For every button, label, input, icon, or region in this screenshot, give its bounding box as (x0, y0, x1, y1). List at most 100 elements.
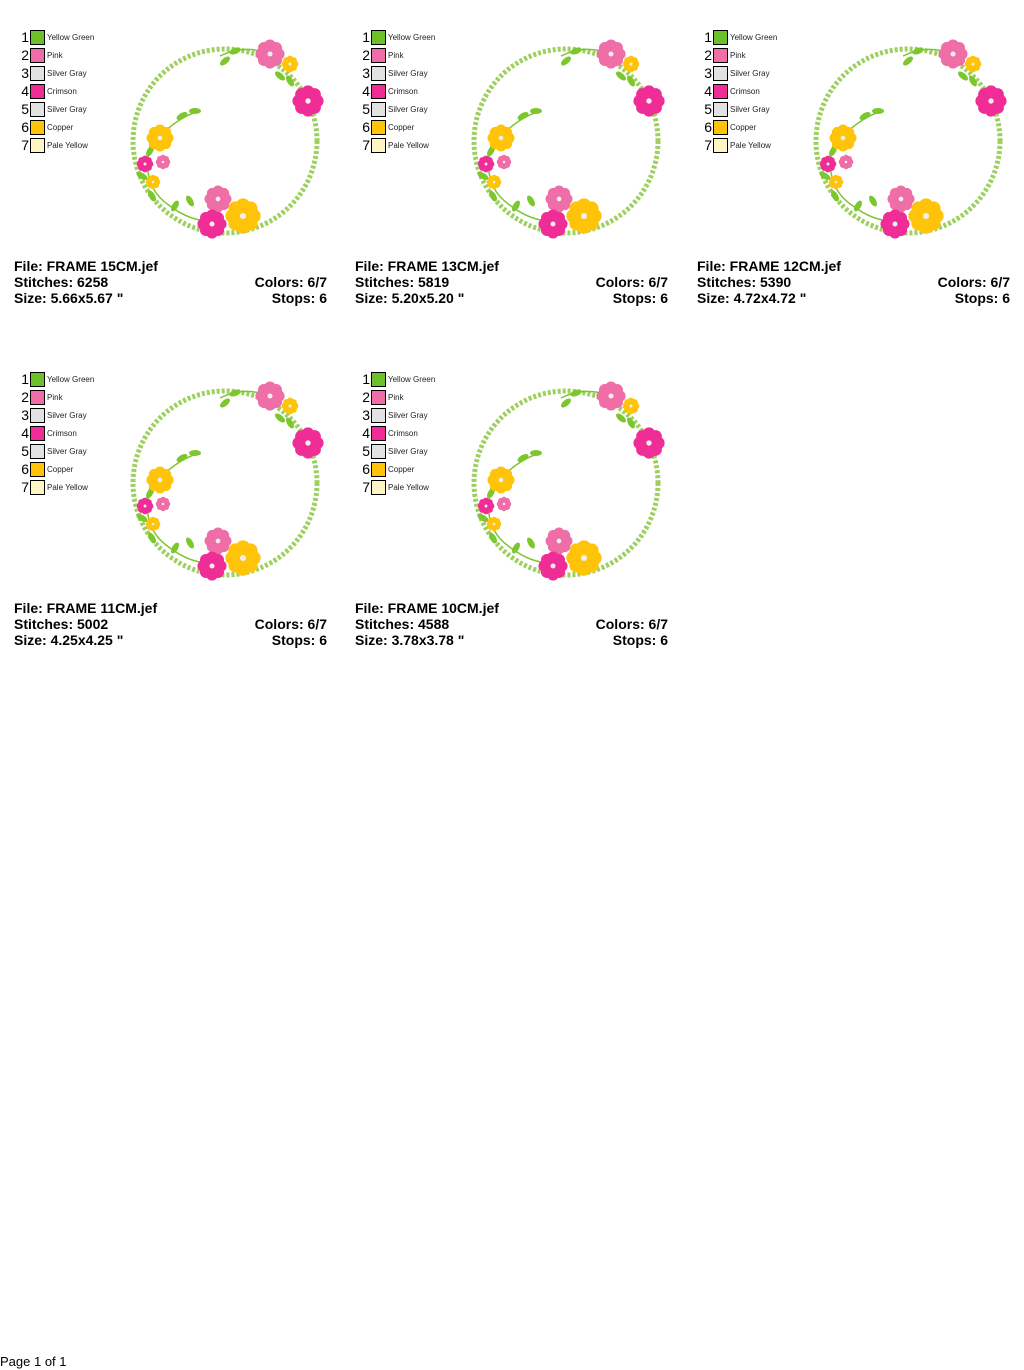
thread-number: 1 (362, 29, 370, 45)
legend-row: 7 Pale Yellow (361, 136, 435, 154)
leaf (229, 47, 241, 55)
flower (964, 55, 982, 73)
zigzag-frame (813, 46, 1003, 236)
flower (477, 155, 495, 173)
embroidery-preview (130, 39, 324, 239)
thread-number: 7 (362, 479, 370, 495)
flower (545, 185, 573, 213)
color-swatch (371, 425, 386, 441)
flower (204, 527, 232, 555)
flower (204, 185, 232, 213)
flower (486, 174, 502, 190)
color-swatch (371, 371, 386, 387)
color-swatch (713, 83, 728, 99)
leaf (176, 112, 188, 120)
flower (281, 55, 299, 73)
color-swatch (371, 479, 386, 495)
thread-number: 2 (362, 47, 370, 63)
flower (633, 85, 665, 117)
legend-row: 2 Pink (20, 46, 94, 64)
leaf (530, 108, 542, 114)
thread-number: 2 (704, 47, 712, 63)
thread-name: Crimson (388, 428, 418, 438)
flower (197, 209, 227, 239)
zigzag-frame (471, 46, 661, 236)
colors-count: Colors: 6/7 (254, 274, 327, 290)
legend-row: 4 Crimson (361, 424, 435, 442)
embroidery-preview (471, 381, 665, 581)
thread-name: Crimson (730, 86, 760, 96)
thread-name: Copper (730, 122, 757, 132)
legend-row: 7 Pale Yellow (20, 136, 94, 154)
thread-number: 5 (21, 101, 29, 117)
color-swatch (713, 101, 728, 117)
leaf (186, 195, 194, 207)
flower (292, 427, 324, 459)
flower (633, 427, 665, 459)
flower (197, 551, 227, 581)
thread-number: 3 (21, 65, 29, 81)
thread-number: 7 (21, 137, 29, 153)
leaf (189, 450, 201, 456)
thread-name: Pink (47, 50, 63, 60)
thread-name: Pink (47, 392, 63, 402)
stops-count: Stops: 6 (612, 632, 668, 648)
embroidery-preview (813, 39, 1007, 239)
thread-name: Pale Yellow (730, 140, 771, 150)
leaf (275, 413, 285, 423)
thread-name: Copper (47, 122, 74, 132)
flower (975, 85, 1007, 117)
stops-count: Stops: 6 (271, 632, 327, 648)
legend-row: 7 Pale Yellow (361, 478, 435, 496)
stops-count: Stops: 6 (954, 290, 1010, 306)
leaf (570, 389, 582, 397)
color-swatch (30, 407, 45, 423)
flower (136, 155, 154, 173)
leaf (171, 542, 179, 554)
file-name: File: FRAME 12CM.jef (697, 258, 841, 274)
flower (281, 397, 299, 415)
design-info: File: FRAME 13CM.jef Stitches: 5819 Color… (355, 258, 668, 306)
zigzag-frame (130, 388, 320, 578)
leaf (286, 417, 294, 429)
leaf (854, 200, 862, 212)
colors-count: Colors: 6/7 (595, 616, 668, 632)
thread-number: 7 (21, 479, 29, 495)
stitch-count: Stitches: 6258 (14, 274, 109, 290)
color-swatch (30, 65, 45, 81)
legend-row: 5 Silver Gray (20, 100, 94, 118)
flower (908, 198, 944, 234)
legend-row: 1 Yellow Green (20, 28, 94, 46)
thread-name: Yellow Green (47, 32, 95, 42)
stitch-count: Stitches: 5390 (697, 274, 792, 290)
thread-legend: 1 Yellow Green 2 Pink 3 Silver Gray 4 Crimson 5 S… (703, 28, 777, 154)
file-name: File: FRAME 11CM.jef (14, 600, 158, 616)
flower (487, 466, 515, 494)
legend-row: 1 Yellow Green (361, 370, 435, 388)
design-card: 1 Yellow Green 2 Pink 3 Silver Gray 4 Crimson 5 S… (355, 28, 675, 328)
leaf (616, 71, 626, 81)
legend-row: 2 Pink (20, 388, 94, 406)
thread-number: 5 (362, 101, 370, 117)
flower (596, 381, 626, 411)
legend-row: 4 Crimson (361, 82, 435, 100)
thread-name: Pink (388, 392, 404, 402)
thread-number: 3 (362, 407, 370, 423)
flower (255, 39, 285, 69)
legend-row: 6 Copper (361, 118, 435, 136)
thread-name: Pink (388, 50, 404, 60)
color-swatch (30, 47, 45, 63)
thread-number: 5 (704, 101, 712, 117)
thread-name: Yellow Green (388, 32, 436, 42)
legend-row: 5 Silver Gray (20, 442, 94, 460)
design-size: Size: 5.66x5.67 " (14, 290, 124, 306)
flower (225, 540, 261, 576)
thread-name: Silver Gray (388, 104, 428, 114)
flower (545, 527, 573, 555)
flower (938, 39, 968, 69)
flower (622, 55, 640, 73)
color-swatch (371, 101, 386, 117)
leaf (220, 398, 230, 408)
color-swatch (371, 47, 386, 63)
thread-name: Pale Yellow (388, 140, 429, 150)
